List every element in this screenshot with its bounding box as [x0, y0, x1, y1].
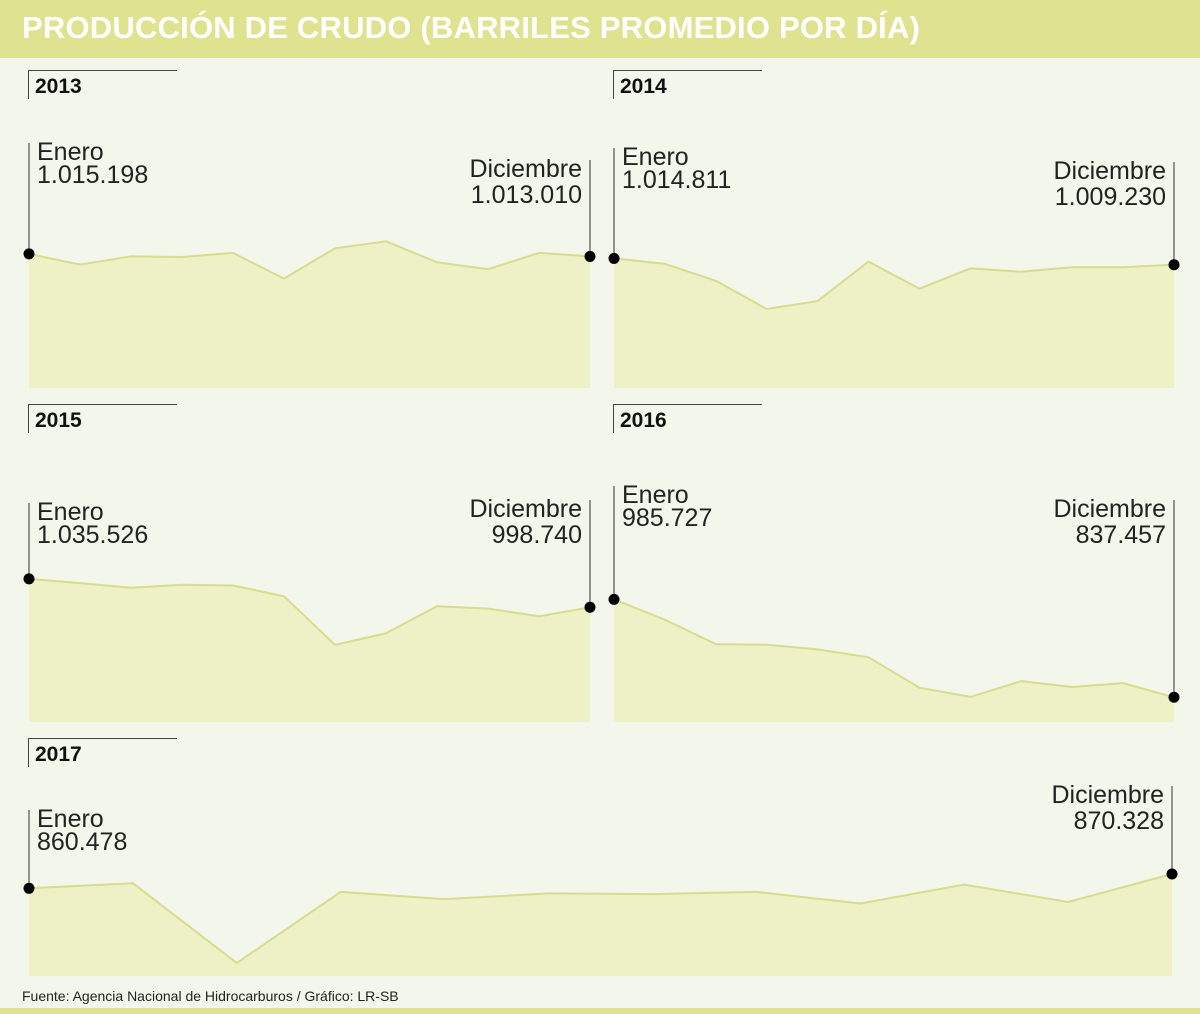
end-value-label: 998.740	[492, 521, 582, 549]
start-value-label: 985.727	[622, 504, 712, 532]
data-point-end	[1168, 259, 1180, 271]
end-month-label: Diciembre	[469, 495, 582, 523]
data-point-end	[1166, 868, 1178, 880]
start-month-label: Enero	[622, 481, 689, 509]
series-line-2013	[28, 240, 591, 280]
series-line-2017	[28, 873, 1173, 965]
series-line-2015	[28, 577, 591, 646]
start-value-label: 1.014.811	[622, 166, 731, 194]
year-label: 2014	[620, 75, 667, 98]
data-point-start	[23, 882, 35, 894]
data-point-start	[23, 248, 35, 260]
data-point-end	[584, 250, 596, 262]
chart-title: PRODUCCIÓN DE CRUDO (BARRILES PROMEDIO P…	[22, 10, 921, 45]
series-line-2014	[613, 257, 1175, 311]
header-band: PRODUCCIÓN DE CRUDO (BARRILES PROMEDIO P…	[0, 0, 1200, 58]
data-point-start	[23, 573, 35, 585]
start-month-label: Enero	[37, 805, 104, 833]
area-2015	[29, 578, 590, 722]
data-point-start	[608, 252, 620, 264]
area-2016	[614, 599, 1174, 722]
year-label: 2017	[35, 743, 82, 766]
end-month-label: Diciembre	[1053, 495, 1166, 523]
series-line-2016	[613, 598, 1175, 699]
area-2014	[614, 258, 1174, 388]
area-2017	[29, 874, 1172, 976]
start-value-label: 1.015.198	[37, 161, 148, 189]
start-month-label: Enero	[37, 498, 104, 526]
year-tab-2013: 2013	[28, 70, 177, 99]
year-tab-2015: 2015	[28, 404, 177, 433]
end-value-label: 1.013.010	[471, 181, 582, 209]
year-label: 2015	[35, 409, 82, 432]
start-value-label: 860.478	[37, 828, 127, 856]
year-tab-2016: 2016	[613, 404, 762, 433]
year-label: 2016	[620, 409, 667, 432]
bottom-bar	[0, 1008, 1200, 1014]
area-2013	[29, 241, 590, 388]
end-month-label: Diciembre	[1053, 157, 1166, 185]
source-footer: Fuente: Agencia Nacional de Hidrocarburo…	[22, 988, 399, 1004]
data-point-end	[584, 601, 596, 613]
year-tab-2014: 2014	[613, 70, 762, 99]
start-month-label: Enero	[622, 143, 689, 171]
data-point-start	[608, 593, 620, 605]
data-point-end	[1168, 691, 1180, 703]
start-month-label: Enero	[37, 138, 104, 166]
end-month-label: Diciembre	[1051, 781, 1164, 809]
end-month-label: Diciembre	[469, 155, 582, 183]
end-value-label: 837.457	[1076, 521, 1166, 549]
end-value-label: 870.328	[1074, 807, 1164, 835]
end-value-label: 1.009.230	[1055, 183, 1166, 211]
year-tab-2017: 2017	[28, 738, 177, 767]
year-label: 2013	[35, 75, 82, 98]
start-value-label: 1.035.526	[37, 521, 148, 549]
